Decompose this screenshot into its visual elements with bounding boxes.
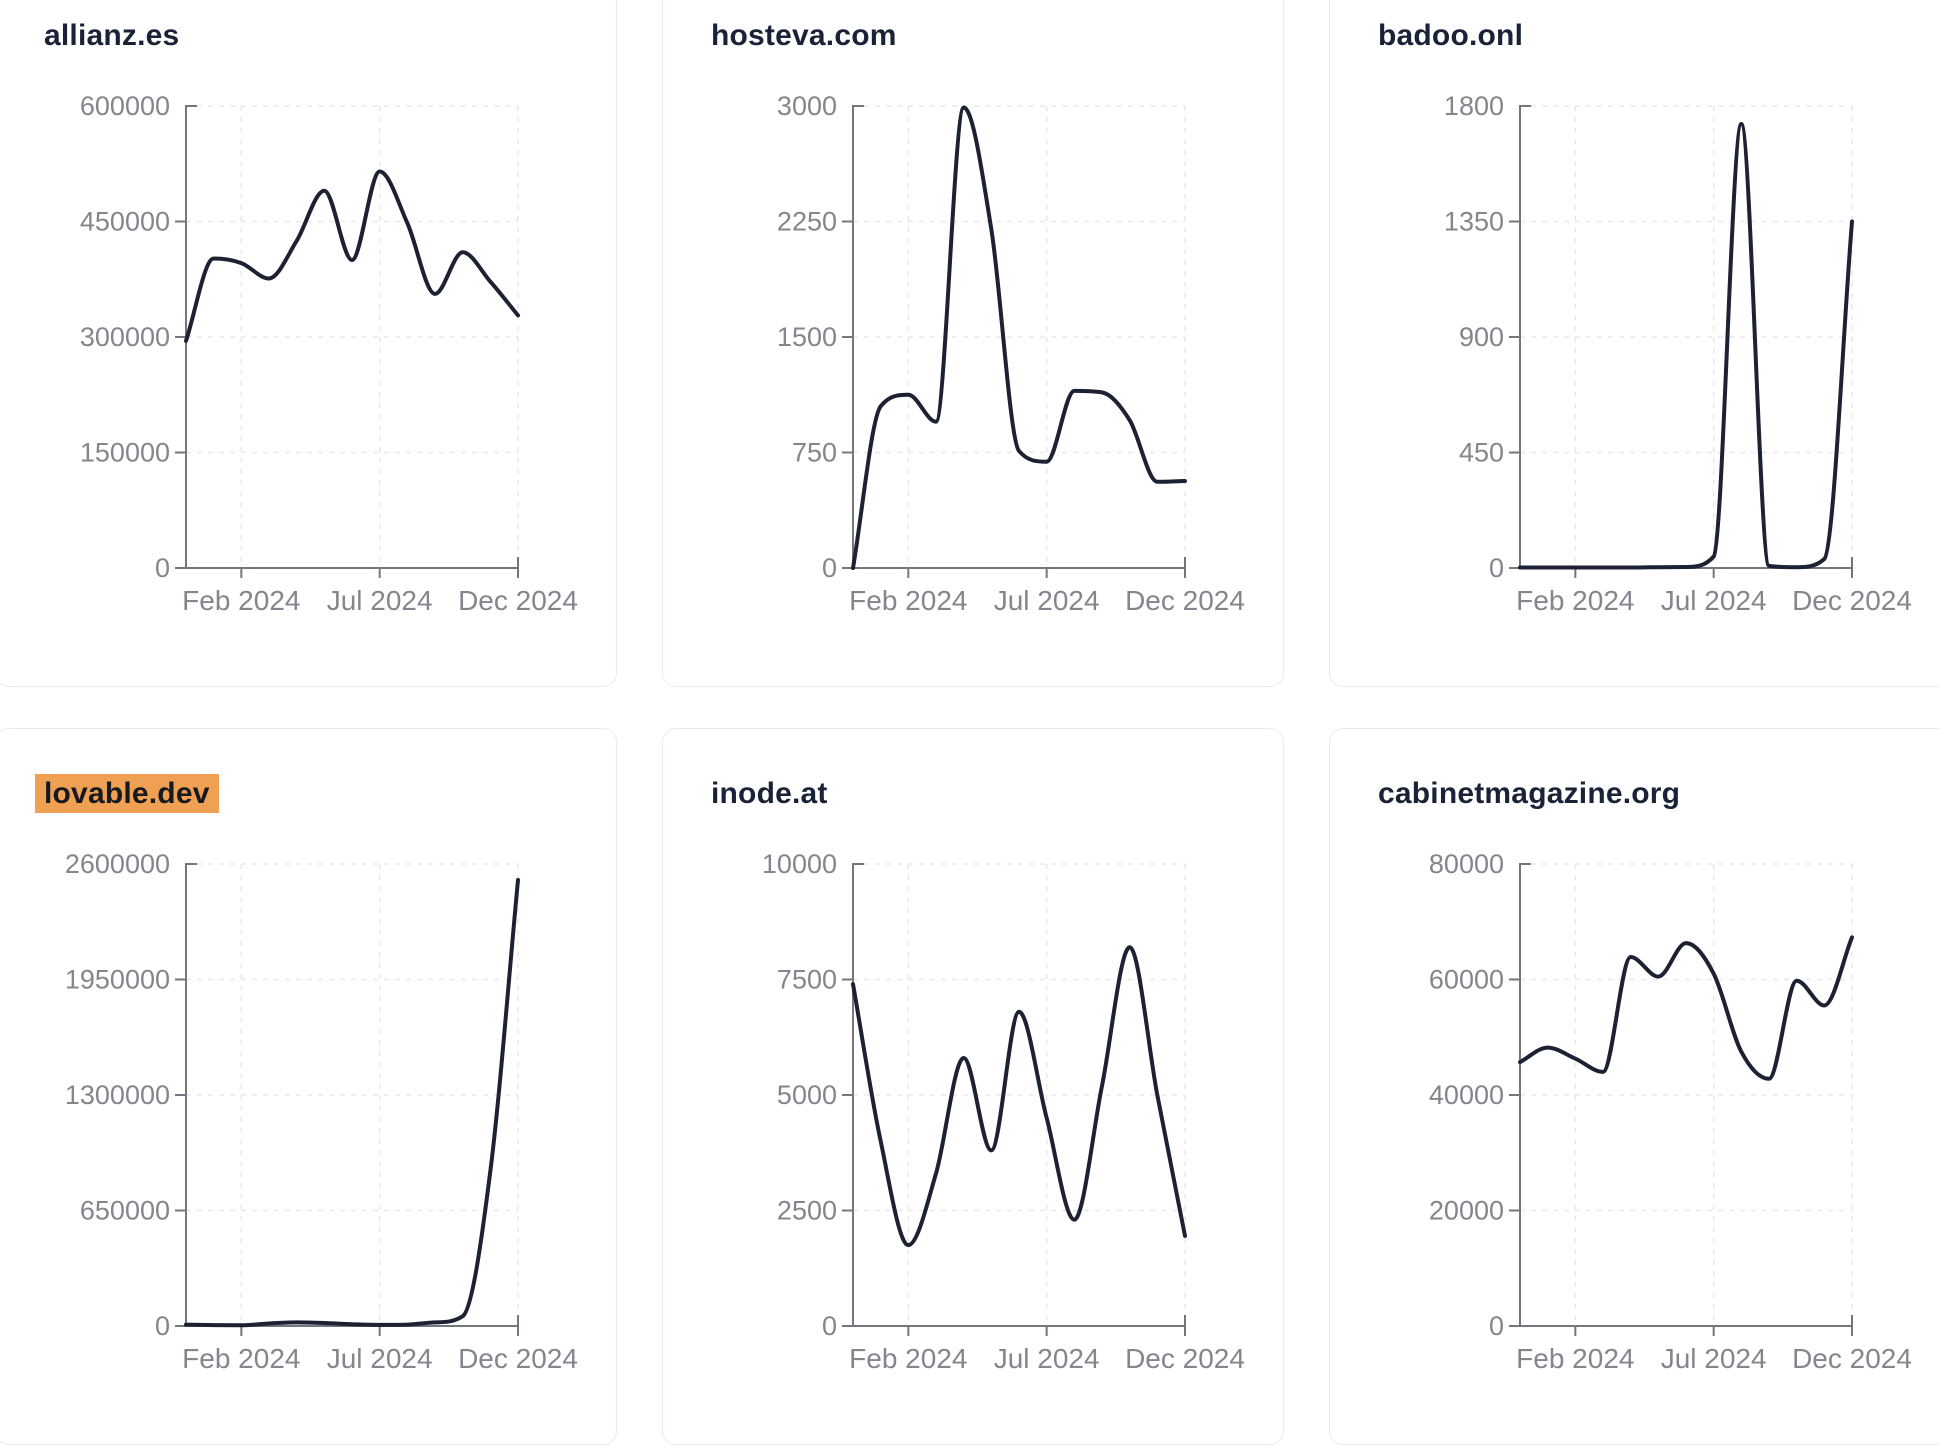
domain-label[interactable]: allianz.es — [44, 19, 180, 52]
chart-title[interactable]: lovable.dev — [35, 774, 219, 813]
y-tick-label: 5000 — [777, 1080, 837, 1110]
y-tick-label: 900 — [1459, 322, 1504, 352]
x-tick-label: Jul 2024 — [327, 585, 433, 616]
x-tick-label: Jul 2024 — [1661, 585, 1767, 616]
x-tick-label: Feb 2024 — [182, 585, 300, 616]
y-tick-label: 10000 — [762, 849, 837, 879]
y-tick-label: 40000 — [1429, 1080, 1504, 1110]
line-chart: 1800 1350 900 450 0 Feb 2024 Jul 2024 Dec 2024 — [1444, 91, 1912, 616]
x-tick-label: Dec 2024 — [1125, 1343, 1245, 1374]
y-tick-label: 0 — [155, 1311, 170, 1341]
chart-card: allianz.es 600000 450000 300000 150000 0 Feb … — [0, 0, 617, 687]
domain-label[interactable]: cabinetmagazine.org — [1378, 777, 1681, 810]
x-tick-label: Feb 2024 — [849, 585, 967, 616]
y-tick-label: 2600000 — [65, 849, 170, 879]
y-tick-label: 80000 — [1429, 849, 1504, 879]
y-tick-label: 650000 — [80, 1196, 170, 1226]
y-tick-label: 0 — [1489, 1311, 1504, 1341]
y-tick-label: 1800 — [1444, 91, 1504, 121]
domain-label-highlighted[interactable]: lovable.dev — [35, 774, 219, 813]
chart-card: badoo.onl 1800 1350 900 450 0 Feb 2024 Jul 202… — [1329, 0, 1940, 687]
x-tick-label: Jul 2024 — [994, 585, 1100, 616]
y-tick-label: 2500 — [777, 1196, 837, 1226]
chart-card: inode.at 10000 7500 5000 2500 0 Feb 2024 Jul 2… — [662, 728, 1284, 1445]
chart-title[interactable]: allianz.es — [44, 19, 179, 53]
x-tick-label: Dec 2024 — [1125, 585, 1245, 616]
line-chart: 80000 60000 40000 20000 0 Feb 2024 Jul 2024 Dec… — [1429, 849, 1912, 1374]
line-chart: 10000 7500 5000 2500 0 Feb 2024 Jul 2024 Dec 20… — [762, 849, 1245, 1374]
x-tick-label: Dec 2024 — [458, 1343, 578, 1374]
x-tick-label: Feb 2024 — [1516, 585, 1634, 616]
y-tick-label: 0 — [1489, 553, 1504, 583]
x-tick-label: Dec 2024 — [1792, 1343, 1912, 1374]
y-tick-label: 0 — [822, 1311, 837, 1341]
series-line — [1518, 935, 1854, 1081]
y-tick-label: 0 — [155, 553, 170, 583]
y-tick-label: 3000 — [777, 91, 837, 121]
y-tick-label: 600000 — [80, 91, 170, 121]
chart-card: hosteva.com 3000 2250 1500 750 0 Feb 2024 Jul … — [662, 0, 1284, 687]
y-tick-label: 20000 — [1429, 1196, 1504, 1226]
chart-title[interactable]: hosteva.com — [711, 19, 897, 53]
line-chart: 600000 450000 300000 150000 0 Feb 2024 Jul 202… — [80, 91, 578, 616]
series-line — [1518, 122, 1854, 570]
y-tick-label: 750 — [792, 438, 837, 468]
series-line — [851, 945, 1187, 1248]
y-tick-label: 60000 — [1429, 965, 1504, 995]
x-tick-label: Jul 2024 — [327, 1343, 433, 1374]
x-tick-label: Feb 2024 — [849, 1343, 967, 1374]
line-chart: 3000 2250 1500 750 0 Feb 2024 Jul 2024 Dec 2024 — [777, 91, 1245, 616]
chart-title[interactable]: inode.at — [711, 777, 828, 811]
x-tick-label: Dec 2024 — [458, 585, 578, 616]
x-tick-label: Jul 2024 — [1661, 1343, 1767, 1374]
domain-label[interactable]: badoo.onl — [1378, 19, 1524, 52]
y-tick-label: 7500 — [777, 965, 837, 995]
line-chart: 2600000 1950000 1300000 650000 0 Feb 2024 Jul … — [65, 849, 578, 1374]
x-tick-label: Feb 2024 — [1516, 1343, 1634, 1374]
chart-card: lovable.dev 2600000 1950000 1300000 650000 0… — [0, 728, 617, 1445]
y-tick-label: 300000 — [80, 322, 170, 352]
x-tick-label: Jul 2024 — [994, 1343, 1100, 1374]
series-line — [184, 878, 520, 1328]
domain-label[interactable]: inode.at — [711, 777, 828, 810]
chart-title[interactable]: cabinetmagazine.org — [1378, 777, 1680, 811]
domain-label[interactable]: hosteva.com — [711, 19, 897, 52]
y-tick-label: 1500 — [777, 322, 837, 352]
y-tick-label: 150000 — [80, 438, 170, 468]
y-tick-label: 2250 — [777, 207, 837, 237]
chart-card: cabinetmagazine.org 80000 60000 40000 20000… — [1329, 728, 1940, 1445]
y-tick-label: 450 — [1459, 438, 1504, 468]
series-line — [184, 169, 520, 343]
y-tick-label: 450000 — [80, 207, 170, 237]
y-tick-label: 1350 — [1444, 207, 1504, 237]
y-tick-label: 0 — [822, 553, 837, 583]
x-tick-label: Dec 2024 — [1792, 585, 1912, 616]
chart-title[interactable]: badoo.onl — [1378, 19, 1523, 53]
y-tick-label: 1950000 — [65, 965, 170, 995]
x-tick-label: Feb 2024 — [182, 1343, 300, 1374]
y-tick-label: 1300000 — [65, 1080, 170, 1110]
series-line — [851, 105, 1187, 570]
